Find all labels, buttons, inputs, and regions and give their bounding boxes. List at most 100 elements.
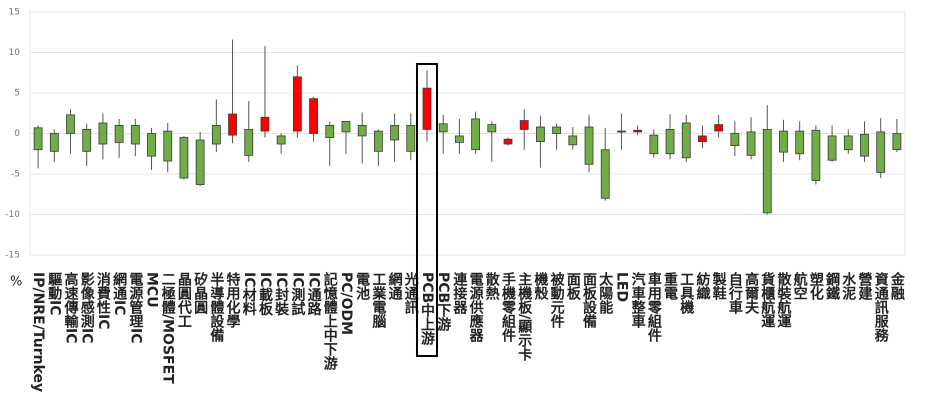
candle-body xyxy=(309,98,318,134)
candle-body xyxy=(714,124,724,132)
x-tick-label: 汽車整車 xyxy=(630,271,647,329)
x-tick-label: 消費性IC xyxy=(95,271,111,329)
candle-body xyxy=(390,125,399,141)
candle-body xyxy=(292,76,302,132)
x-tick-label: 機殼 xyxy=(532,271,548,301)
x-tick-label: 網通IC xyxy=(111,271,127,315)
x-tick-label: LED xyxy=(613,272,629,302)
candle-body xyxy=(195,139,205,185)
x-tick-label: 營建 xyxy=(856,271,872,301)
candle-body xyxy=(827,135,837,161)
x-tick-label: 貨櫃航運 xyxy=(759,271,776,328)
x-tick-label: 主機板/顯示卡 xyxy=(516,271,532,362)
x-tick-label: IC通路 xyxy=(306,272,322,316)
candle-body xyxy=(584,126,594,165)
candle-body xyxy=(422,87,432,130)
candle-body xyxy=(163,130,173,162)
candle-body xyxy=(698,135,707,142)
candle-body xyxy=(228,113,237,136)
x-tick-label: 電源管理IC xyxy=(127,271,143,343)
x-tick-label: 自行車 xyxy=(727,271,744,315)
x-tick-label: 手機零組件 xyxy=(500,271,517,343)
x-tick-label: 電源供應器 xyxy=(468,271,485,343)
candle-body xyxy=(649,134,659,155)
x-tick-label: IC封裝 xyxy=(273,272,290,317)
x-tick-label: 電池 xyxy=(354,271,370,301)
x-tick-label: 面板設備 xyxy=(581,272,597,329)
candle-body xyxy=(147,133,156,157)
y-tick-label: 5 xyxy=(14,89,20,99)
candle-body xyxy=(276,135,286,145)
candle-body xyxy=(98,122,108,145)
x-tick-label: 金融 xyxy=(889,271,906,301)
candle-body xyxy=(795,130,805,155)
x-tick-label: 驅動IC xyxy=(46,272,62,315)
x-tick-label: IP/NRE/Turnkey xyxy=(30,272,46,392)
x-tick-label: 工具機 xyxy=(678,272,695,315)
candle-body xyxy=(66,114,75,134)
candle-body xyxy=(49,133,59,152)
x-tick-label: IC載板 xyxy=(257,272,273,317)
x-tick-label: 重電 xyxy=(662,271,678,301)
x-tick-label: IC材料 xyxy=(241,272,257,317)
candle-body xyxy=(892,133,902,151)
x-tick-label: PC/ODM xyxy=(338,272,354,335)
x-tick-label: 光通訊 xyxy=(403,271,420,315)
candle-body xyxy=(519,120,529,130)
y-tick-label: 15 xyxy=(9,8,20,18)
x-tick-label: PCB中上游 xyxy=(419,272,435,347)
candle-body xyxy=(779,130,788,153)
candle-body xyxy=(179,137,189,179)
x-tick-label: 矽晶圓 xyxy=(192,271,208,315)
x-tick-label: 紡織 xyxy=(694,271,710,301)
candle-body xyxy=(568,135,578,146)
candle-body xyxy=(746,131,756,156)
candle-body xyxy=(211,125,221,145)
candle-body xyxy=(762,129,772,214)
x-tick-label: 散熱 xyxy=(484,271,500,301)
x-tick-label: 散裝航運 xyxy=(775,271,792,328)
candle-body xyxy=(843,135,853,151)
x-tick-label: 鋼鐵 xyxy=(824,271,841,301)
candle-body xyxy=(860,133,869,157)
x-tick-label: 航空 xyxy=(792,271,808,300)
candle-body xyxy=(876,131,886,173)
x-tick-label: 半導體設備 xyxy=(208,271,224,343)
candle-body xyxy=(536,126,545,142)
candle-body xyxy=(244,129,254,156)
x-tick-label: IC測試 xyxy=(289,272,305,317)
x-tick-label: 高爾夫 xyxy=(743,271,760,315)
x-tick-label: 特用化學 xyxy=(225,271,241,329)
x-tick-label: 工業電腦 xyxy=(370,272,387,329)
candle-body xyxy=(114,125,124,143)
candle-body xyxy=(471,118,481,151)
candle-body xyxy=(730,133,740,147)
candle-body xyxy=(325,125,335,138)
candle-body xyxy=(552,126,562,134)
candle-body xyxy=(130,125,140,145)
x-tick-label: 塑化 xyxy=(808,271,824,301)
candle-body xyxy=(600,149,610,199)
x-tick-label: 晶圓代工 xyxy=(176,272,193,328)
y-unit: % xyxy=(10,275,22,290)
x-tick-label: MCU xyxy=(144,272,160,308)
candle-body xyxy=(341,120,351,133)
candle-body xyxy=(82,129,92,152)
candle-body xyxy=(33,127,43,151)
candle-body xyxy=(617,130,626,133)
x-tick-label: 高速傳輸IC xyxy=(63,271,80,343)
candle-body xyxy=(633,129,643,133)
x-tick-label: 太陽能 xyxy=(597,271,613,315)
candle-body xyxy=(681,122,691,159)
candle-body xyxy=(438,123,448,133)
x-tick-label: 記憶體上中下游 xyxy=(322,271,338,371)
y-tick-label: -15 xyxy=(5,251,20,261)
candle-body xyxy=(503,138,513,145)
y-tick-label: -10 xyxy=(5,210,20,220)
y-tick-label: 0 xyxy=(14,129,20,139)
y-tick-label: -5 xyxy=(11,170,20,180)
candle-body xyxy=(406,125,416,152)
x-tick-label: 連接器 xyxy=(451,271,468,315)
candle-body xyxy=(373,130,383,152)
highlight-box xyxy=(415,63,438,357)
